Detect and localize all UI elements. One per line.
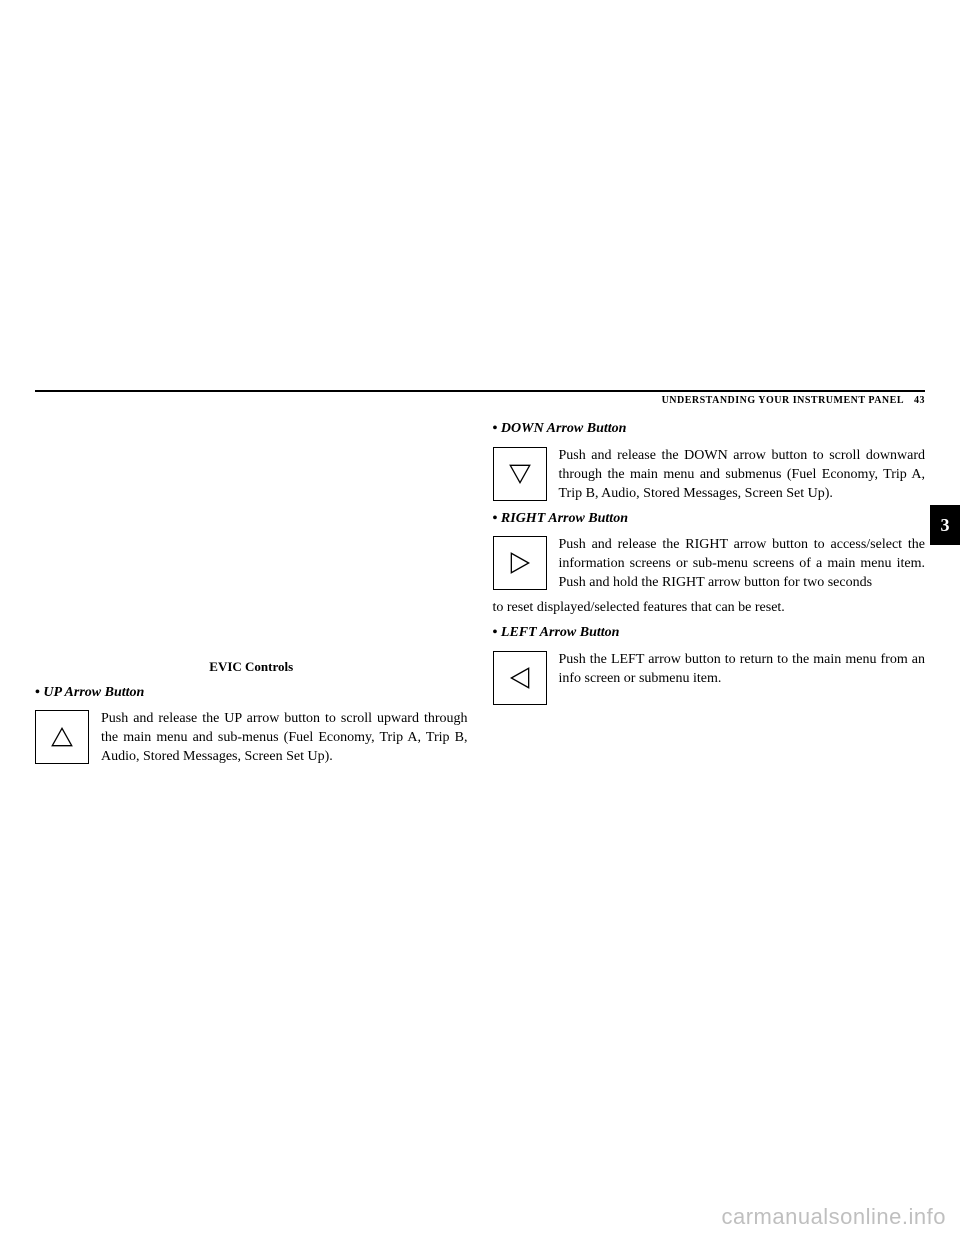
left-arrow-text: Push the LEFT arrow button to return to … [559,651,926,705]
section-tab: 3 [930,505,960,545]
down-arrow-row: Push and release the DOWN arrow button t… [493,447,926,504]
watermark: carmanualsonline.info [721,1204,946,1230]
header-rule [35,390,925,392]
right-arrow-icon [493,536,547,590]
columns: EVIC Controls UP Arrow Button Push and r… [35,414,925,773]
page-header: UNDERSTANDING YOUR INSTRUMENT PANEL 43 [35,395,925,406]
down-arrow-heading: DOWN Arrow Button [493,420,926,439]
evic-controls-figure [35,414,468,654]
up-arrow-text: Push and release the UP arrow button to … [101,710,468,767]
right-arrow-row: Push and release the RIGHT arrow button … [493,536,926,593]
page-content: UNDERSTANDING YOUR INSTRUMENT PANEL 43 3… [35,390,925,773]
left-arrow-heading: LEFT Arrow Button [493,624,926,643]
right-column: DOWN Arrow Button Push and release the D… [493,414,926,773]
left-arrow-icon [493,651,547,705]
header-page-number: 43 [914,395,925,406]
up-arrow-icon [35,710,89,764]
right-arrow-heading: RIGHT Arrow Button [493,510,926,529]
up-arrow-row: Push and release the UP arrow button to … [35,710,468,767]
header-title: UNDERSTANDING YOUR INSTRUMENT PANEL [662,395,904,406]
up-arrow-heading: UP Arrow Button [35,684,468,703]
down-arrow-text: Push and release the DOWN arrow button t… [559,447,926,504]
down-arrow-icon [493,447,547,501]
right-arrow-continuation: to reset displayed/selected features tha… [493,599,926,618]
left-arrow-row: Push the LEFT arrow button to return to … [493,651,926,705]
figure-caption: EVIC Controls [35,658,468,676]
left-column: EVIC Controls UP Arrow Button Push and r… [35,414,468,773]
right-arrow-text: Push and release the RIGHT arrow button … [559,536,926,593]
